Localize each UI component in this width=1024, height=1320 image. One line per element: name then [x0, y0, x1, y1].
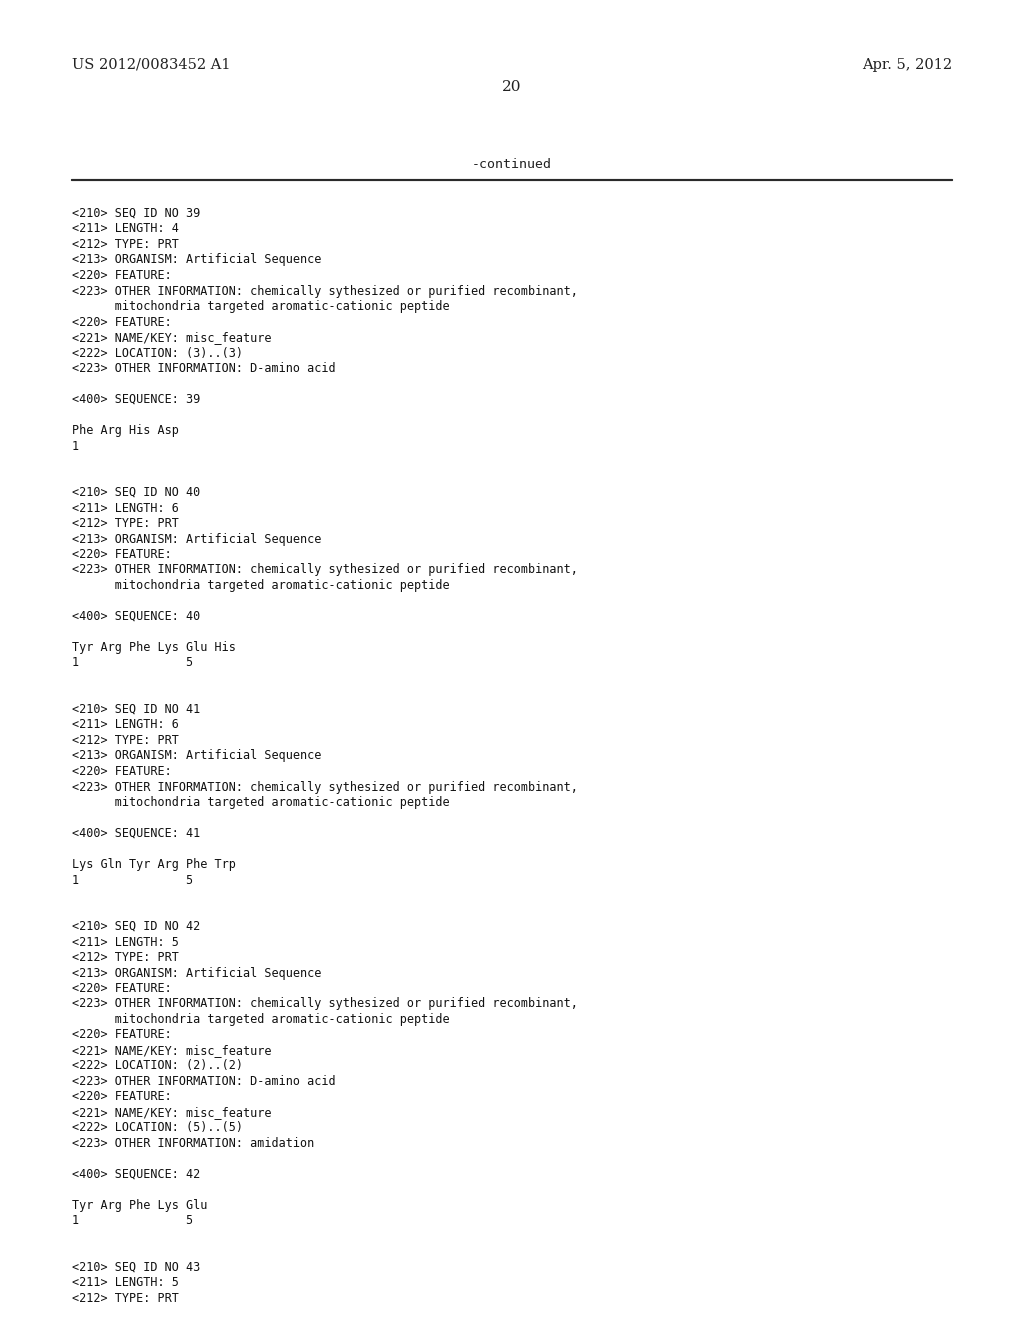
Text: 1               5: 1 5: [72, 1214, 194, 1228]
Text: <400> SEQUENCE: 42: <400> SEQUENCE: 42: [72, 1168, 201, 1181]
Text: Lys Gln Tyr Arg Phe Trp: Lys Gln Tyr Arg Phe Trp: [72, 858, 236, 871]
Text: <210> SEQ ID NO 43: <210> SEQ ID NO 43: [72, 1261, 201, 1274]
Text: <212> TYPE: PRT: <212> TYPE: PRT: [72, 734, 179, 747]
Text: <210> SEQ ID NO 40: <210> SEQ ID NO 40: [72, 486, 201, 499]
Text: <212> TYPE: PRT: <212> TYPE: PRT: [72, 517, 179, 531]
Text: <212> TYPE: PRT: <212> TYPE: PRT: [72, 238, 179, 251]
Text: <221> NAME/KEY: misc_feature: <221> NAME/KEY: misc_feature: [72, 1106, 271, 1119]
Text: <222> LOCATION: (2)..(2): <222> LOCATION: (2)..(2): [72, 1060, 243, 1072]
Text: <222> LOCATION: (3)..(3): <222> LOCATION: (3)..(3): [72, 346, 243, 359]
Text: <213> ORGANISM: Artificial Sequence: <213> ORGANISM: Artificial Sequence: [72, 750, 322, 763]
Text: mitochondria targeted aromatic-cationic peptide: mitochondria targeted aromatic-cationic …: [72, 796, 450, 809]
Text: <212> TYPE: PRT: <212> TYPE: PRT: [72, 1292, 179, 1305]
Text: mitochondria targeted aromatic-cationic peptide: mitochondria targeted aromatic-cationic …: [72, 579, 450, 591]
Text: Apr. 5, 2012: Apr. 5, 2012: [862, 58, 952, 73]
Text: Tyr Arg Phe Lys Glu His: Tyr Arg Phe Lys Glu His: [72, 642, 236, 653]
Text: <220> FEATURE:: <220> FEATURE:: [72, 315, 172, 329]
Text: -continued: -continued: [472, 158, 552, 172]
Text: <213> ORGANISM: Artificial Sequence: <213> ORGANISM: Artificial Sequence: [72, 253, 322, 267]
Text: <223> OTHER INFORMATION: D-amino acid: <223> OTHER INFORMATION: D-amino acid: [72, 362, 336, 375]
Text: 1               5: 1 5: [72, 656, 194, 669]
Text: <220> FEATURE:: <220> FEATURE:: [72, 982, 172, 995]
Text: 20: 20: [502, 81, 522, 94]
Text: <220> FEATURE:: <220> FEATURE:: [72, 548, 172, 561]
Text: Tyr Arg Phe Lys Glu: Tyr Arg Phe Lys Glu: [72, 1199, 208, 1212]
Text: <223> OTHER INFORMATION: chemically sythesized or purified recombinant,: <223> OTHER INFORMATION: chemically syth…: [72, 998, 578, 1011]
Text: <220> FEATURE:: <220> FEATURE:: [72, 269, 172, 282]
Text: <223> OTHER INFORMATION: chemically sythesized or purified recombinant,: <223> OTHER INFORMATION: chemically syth…: [72, 780, 578, 793]
Text: <400> SEQUENCE: 39: <400> SEQUENCE: 39: [72, 393, 201, 407]
Text: <213> ORGANISM: Artificial Sequence: <213> ORGANISM: Artificial Sequence: [72, 532, 322, 545]
Text: <400> SEQUENCE: 40: <400> SEQUENCE: 40: [72, 610, 201, 623]
Text: <223> OTHER INFORMATION: amidation: <223> OTHER INFORMATION: amidation: [72, 1137, 314, 1150]
Text: <221> NAME/KEY: misc_feature: <221> NAME/KEY: misc_feature: [72, 331, 271, 345]
Text: <211> LENGTH: 5: <211> LENGTH: 5: [72, 936, 179, 949]
Text: mitochondria targeted aromatic-cationic peptide: mitochondria targeted aromatic-cationic …: [72, 300, 450, 313]
Text: 1: 1: [72, 440, 79, 453]
Text: <220> FEATURE:: <220> FEATURE:: [72, 766, 172, 777]
Text: US 2012/0083452 A1: US 2012/0083452 A1: [72, 58, 230, 73]
Text: 1               5: 1 5: [72, 874, 194, 887]
Text: <210> SEQ ID NO 39: <210> SEQ ID NO 39: [72, 207, 201, 220]
Text: <220> FEATURE:: <220> FEATURE:: [72, 1028, 172, 1041]
Text: <223> OTHER INFORMATION: D-amino acid: <223> OTHER INFORMATION: D-amino acid: [72, 1074, 336, 1088]
Text: <213> ORGANISM: Artificial Sequence: <213> ORGANISM: Artificial Sequence: [72, 966, 322, 979]
Text: <221> NAME/KEY: misc_feature: <221> NAME/KEY: misc_feature: [72, 1044, 271, 1057]
Text: <211> LENGTH: 5: <211> LENGTH: 5: [72, 1276, 179, 1290]
Text: <223> OTHER INFORMATION: chemically sythesized or purified recombinant,: <223> OTHER INFORMATION: chemically syth…: [72, 285, 578, 297]
Text: <210> SEQ ID NO 42: <210> SEQ ID NO 42: [72, 920, 201, 933]
Text: mitochondria targeted aromatic-cationic peptide: mitochondria targeted aromatic-cationic …: [72, 1012, 450, 1026]
Text: <211> LENGTH: 6: <211> LENGTH: 6: [72, 718, 179, 731]
Text: <211> LENGTH: 4: <211> LENGTH: 4: [72, 223, 179, 235]
Text: <220> FEATURE:: <220> FEATURE:: [72, 1090, 172, 1104]
Text: <212> TYPE: PRT: <212> TYPE: PRT: [72, 950, 179, 964]
Text: <211> LENGTH: 6: <211> LENGTH: 6: [72, 502, 179, 515]
Text: Phe Arg His Asp: Phe Arg His Asp: [72, 424, 179, 437]
Text: <222> LOCATION: (5)..(5): <222> LOCATION: (5)..(5): [72, 1122, 243, 1134]
Text: <223> OTHER INFORMATION: chemically sythesized or purified recombinant,: <223> OTHER INFORMATION: chemically syth…: [72, 564, 578, 577]
Text: <400> SEQUENCE: 41: <400> SEQUENCE: 41: [72, 828, 201, 840]
Text: <210> SEQ ID NO 41: <210> SEQ ID NO 41: [72, 704, 201, 715]
